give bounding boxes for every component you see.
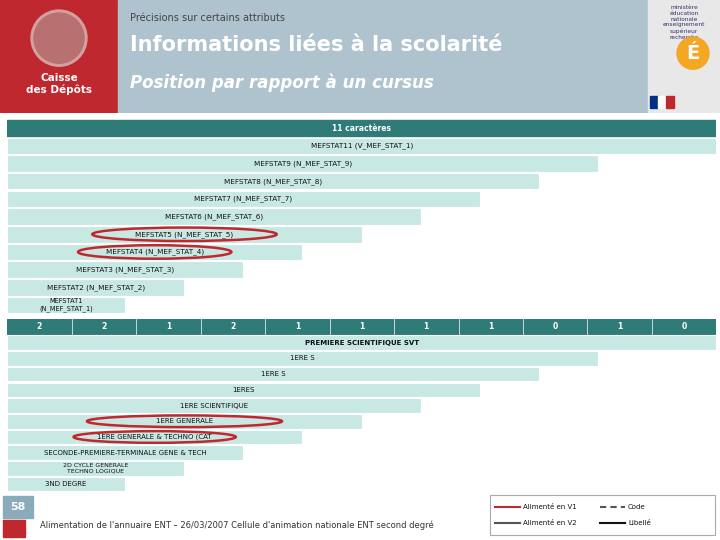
Bar — [3, 520, 25, 537]
Bar — [7, 138, 716, 154]
Circle shape — [677, 37, 709, 69]
Text: 2: 2 — [102, 322, 107, 331]
Bar — [7, 226, 361, 242]
Text: 1: 1 — [617, 322, 622, 331]
Circle shape — [31, 10, 87, 66]
Text: 2: 2 — [37, 322, 42, 331]
Text: MEFSTAT4 (N_MEF_STAT_4): MEFSTAT4 (N_MEF_STAT_4) — [106, 248, 204, 255]
Bar — [7, 173, 539, 190]
Text: Précisions sur certains attributs: Précisions sur certains attributs — [130, 13, 285, 23]
Text: Alimenté en V2: Alimenté en V2 — [523, 520, 577, 526]
Text: ministère
éducation
nationale
enseignement
supérieur
recherche: ministère éducation nationale enseigneme… — [663, 5, 705, 39]
Bar — [7, 430, 302, 444]
Text: 3ND DEGRE: 3ND DEGRE — [45, 481, 86, 487]
Bar — [7, 156, 598, 172]
Text: 2: 2 — [230, 322, 235, 331]
Bar — [7, 446, 243, 460]
Text: PREMIERE SCIENTIFIQUE SVT: PREMIERE SCIENTIFIQUE SVT — [305, 340, 419, 346]
Text: Alimentation de l'annuaire ENT – 26/03/2007 Cellule d'animation nationale ENT se: Alimentation de l'annuaire ENT – 26/03/2… — [40, 521, 433, 530]
Text: 1ERE S: 1ERE S — [290, 355, 315, 361]
Text: 1ERE S: 1ERE S — [261, 371, 285, 377]
Circle shape — [34, 13, 84, 63]
Text: 2D CYCLE GENERALE
TECHNO LOGIQUE: 2D CYCLE GENERALE TECHNO LOGIQUE — [63, 463, 129, 474]
Text: MEFSTAT3 (N_MEF_STAT_3): MEFSTAT3 (N_MEF_STAT_3) — [76, 266, 174, 273]
Bar — [650, 96, 658, 109]
Bar — [7, 351, 598, 366]
Text: 0: 0 — [682, 322, 687, 331]
Text: MEFSTAT7 (N_MEF_STAT_7): MEFSTAT7 (N_MEF_STAT_7) — [194, 195, 292, 202]
Text: SECONDE-PREMIERE-TERMINALE GENE & TECH: SECONDE-PREMIERE-TERMINALE GENE & TECH — [44, 450, 207, 456]
Text: MEFSTAT5 (N_MEF_STAT_5): MEFSTAT5 (N_MEF_STAT_5) — [135, 231, 233, 238]
Text: 1: 1 — [488, 322, 493, 331]
Bar — [7, 477, 125, 491]
Text: Caisse
des Dépôts: Caisse des Dépôts — [26, 73, 92, 96]
Bar — [7, 367, 539, 381]
Bar — [7, 279, 184, 295]
Bar — [7, 461, 184, 476]
Bar — [118, 0, 648, 113]
Text: Code: Code — [628, 504, 646, 510]
Bar — [7, 244, 302, 260]
Text: MEFSTAT11 (V_MEF_STAT_1): MEFSTAT11 (V_MEF_STAT_1) — [310, 143, 413, 149]
Text: 1: 1 — [294, 322, 300, 331]
Text: MEFSTAT6 (N_MEF_STAT_6): MEFSTAT6 (N_MEF_STAT_6) — [165, 213, 263, 220]
Bar — [666, 96, 674, 109]
Bar — [3, 496, 33, 518]
Text: MEFSTAT2 (N_MEF_STAT_2): MEFSTAT2 (N_MEF_STAT_2) — [47, 284, 145, 291]
Bar — [7, 191, 480, 207]
Bar — [658, 96, 666, 109]
Text: MEFSTAT8 (N_MEF_STAT_8): MEFSTAT8 (N_MEF_STAT_8) — [224, 178, 323, 185]
Text: 11 caractères: 11 caractères — [333, 124, 391, 133]
Text: 58: 58 — [10, 502, 26, 512]
Text: Informations liées à la scolarité: Informations liées à la scolarité — [130, 35, 503, 55]
Text: MEFSTAT1
(N_MEF_STAT_1): MEFSTAT1 (N_MEF_STAT_1) — [39, 298, 93, 312]
Text: 1: 1 — [359, 322, 364, 331]
Bar — [7, 297, 125, 313]
Bar — [7, 382, 480, 397]
Bar — [7, 208, 420, 225]
Text: É: É — [686, 44, 700, 63]
Text: MEFSTAT9 (N_MEF_STAT_9): MEFSTAT9 (N_MEF_STAT_9) — [253, 160, 351, 167]
Text: 1ERE GENERALE & TECHNO (CAT: 1ERE GENERALE & TECHNO (CAT — [97, 434, 212, 440]
Bar — [7, 319, 716, 334]
Text: 0: 0 — [552, 322, 558, 331]
Bar — [7, 414, 361, 429]
Text: 1ERE SCIENTIFIQUE: 1ERE SCIENTIFIQUE — [180, 402, 248, 409]
Text: Position par rapport à un cursus: Position par rapport à un cursus — [130, 73, 433, 92]
Bar — [490, 495, 715, 535]
Bar — [7, 335, 716, 350]
Bar — [7, 261, 243, 278]
Text: Alimenté en V1: Alimenté en V1 — [523, 504, 577, 510]
Text: 1ERE GENERALE: 1ERE GENERALE — [156, 418, 213, 424]
Text: Libellé: Libellé — [628, 520, 651, 526]
Bar — [7, 120, 716, 137]
Text: 1: 1 — [166, 322, 171, 331]
Bar — [7, 398, 420, 413]
Bar — [0, 0, 118, 113]
Text: 1: 1 — [423, 322, 429, 331]
Text: 1ERES: 1ERES — [232, 387, 255, 393]
Bar — [648, 0, 720, 113]
